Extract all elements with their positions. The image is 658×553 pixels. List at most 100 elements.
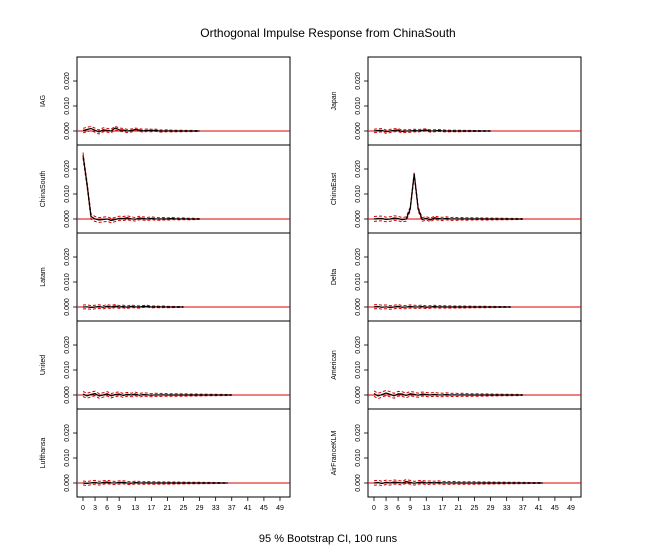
ci-lower-line xyxy=(82,157,200,224)
ci-upper-line xyxy=(373,479,543,484)
x-tick-label: 9 xyxy=(408,505,412,512)
panel-label-american: American xyxy=(331,350,338,380)
panel-frame xyxy=(367,320,582,410)
y-tick-label: 0.000 xyxy=(64,298,71,316)
x-tick-label: 41 xyxy=(244,505,252,512)
ci-lower-line xyxy=(82,306,184,310)
panel-label-airfranceklm: AirFranceKLM xyxy=(331,430,338,475)
panel-label-latam: Latam xyxy=(40,267,47,287)
panel-japan: 0.000 0.010 0.020 Japan xyxy=(331,56,582,146)
y-tick-label: 0.010 xyxy=(355,185,362,203)
x-tick-label: 3 xyxy=(93,505,97,512)
ci-lower-line xyxy=(373,395,523,400)
response-line xyxy=(373,173,523,221)
ci-lower-line xyxy=(82,395,232,399)
response-line xyxy=(373,480,543,485)
ci-lower-line xyxy=(82,482,228,487)
panel-frame xyxy=(76,56,291,146)
panel-label-chinaeast: ChinaEast xyxy=(331,173,338,205)
x-tick-label: 0 xyxy=(81,505,85,512)
x-tick-label: 13 xyxy=(131,505,139,512)
x-tick-label: 45 xyxy=(260,505,268,512)
chart-title: Orthogonal Impulse Response from ChinaSo… xyxy=(200,26,455,40)
y-tick-label: 0.020 xyxy=(355,424,362,442)
x-tick-label: 45 xyxy=(551,505,559,512)
panel-label-lufthansa: Lufthansa xyxy=(40,438,47,469)
y-tick-label: 0.000 xyxy=(64,386,71,404)
panel-delta: 0.000 0.010 0.020 Delta xyxy=(331,232,582,322)
y-tick-label: 0.020 xyxy=(64,72,71,90)
y-tick-label: 0.010 xyxy=(64,449,71,467)
x-tick-label: 29 xyxy=(487,505,495,512)
panel-label-delta: Delta xyxy=(331,269,338,285)
y-tick-label: 0.010 xyxy=(64,185,71,203)
y-tick-label: 0.000 xyxy=(355,122,362,140)
ci-upper-line xyxy=(373,389,523,395)
y-tick-label: 0.020 xyxy=(355,248,362,266)
ci-upper-line xyxy=(373,171,523,219)
panel-iag: 0.000 0.010 0.020 IAG xyxy=(40,56,291,146)
y-tick-label: 0.020 xyxy=(355,160,362,178)
y-tick-label: 0.000 xyxy=(355,298,362,316)
panel-frame xyxy=(367,144,582,234)
x-tick-label: 13 xyxy=(422,505,430,512)
y-tick-label: 0.010 xyxy=(64,361,71,379)
panel-american: 0.000 0.010 0.020 American xyxy=(331,320,582,410)
panels-group: 0.000 0.010 0.020 IAG 0.000 0.010 0.020 Japan 0.… xyxy=(40,56,582,512)
x-tick-label: 21 xyxy=(164,505,172,512)
x-tick-label: 37 xyxy=(228,505,236,512)
response-line xyxy=(82,305,184,309)
y-tick-label: 0.000 xyxy=(355,474,362,492)
x-tick-label: 25 xyxy=(180,505,188,512)
y-tick-label: 0.000 xyxy=(64,122,71,140)
y-tick-label: 0.010 xyxy=(355,97,362,115)
x-tick-label: 41 xyxy=(535,505,543,512)
response-line xyxy=(82,155,200,222)
y-tick-label: 0.010 xyxy=(355,449,362,467)
y-tick-label: 0.010 xyxy=(355,361,362,379)
y-tick-label: 0.020 xyxy=(355,336,362,354)
x-tick-label: 21 xyxy=(455,505,463,512)
panel-label-japan: Japan xyxy=(331,91,338,110)
x-tick-label: 3 xyxy=(384,505,388,512)
response-line xyxy=(82,127,200,133)
response-line xyxy=(82,392,232,397)
x-tick-label: 33 xyxy=(212,505,220,512)
panel-united: 0.000 0.010 0.020 United xyxy=(40,320,291,410)
panel-frame xyxy=(76,320,291,410)
chart-footer: 95 % Bootstrap CI, 100 runs xyxy=(259,533,398,545)
y-tick-label: 0.020 xyxy=(64,336,71,354)
panel-label-iag: IAG xyxy=(40,95,47,107)
response-line xyxy=(373,129,491,133)
y-tick-label: 0.000 xyxy=(355,210,362,228)
y-tick-label: 0.020 xyxy=(64,424,71,442)
y-tick-label: 0.010 xyxy=(64,97,71,115)
ci-upper-line xyxy=(82,390,232,395)
x-tick-label: 49 xyxy=(276,505,284,512)
ci-upper-line xyxy=(82,152,200,219)
ci-lower-line xyxy=(373,175,523,223)
panel-chinasouth: 0.000 0.010 0.020 ChinaSouth xyxy=(40,144,291,234)
x-tick-label: 49 xyxy=(567,505,575,512)
ci-upper-line xyxy=(82,125,200,132)
response-line xyxy=(82,481,228,485)
response-line xyxy=(373,305,511,309)
panel-latam: 0.000 0.010 0.020 Latam xyxy=(40,232,291,322)
panel-label-united: United xyxy=(40,355,47,375)
y-tick-label: 0.000 xyxy=(64,474,71,492)
y-tick-label: 0.000 xyxy=(355,386,362,404)
response-line xyxy=(373,392,523,397)
x-tick-label: 17 xyxy=(147,505,155,512)
x-tick-label: 6 xyxy=(105,505,109,512)
y-tick-label: 0.000 xyxy=(64,210,71,228)
y-tick-label: 0.010 xyxy=(355,273,362,291)
x-tick-label: 33 xyxy=(503,505,511,512)
panel-chinaeast: 0.000 0.010 0.020 ChinaEast xyxy=(331,144,582,234)
panel-lufthansa: 0.000 0.010 0.020 Lufthansa 0 3 6 9 13 17 21 25 29 33… xyxy=(40,408,291,512)
ci-lower-line xyxy=(82,129,200,135)
panel-label-chinasouth: ChinaSouth xyxy=(40,171,47,208)
ci-lower-line xyxy=(373,306,511,310)
panel-airfranceklm: 0.000 0.010 0.020 AirFranceKLM 0 3 6 9 13 17 21 25 2… xyxy=(331,408,582,512)
ci-upper-line xyxy=(82,303,184,308)
